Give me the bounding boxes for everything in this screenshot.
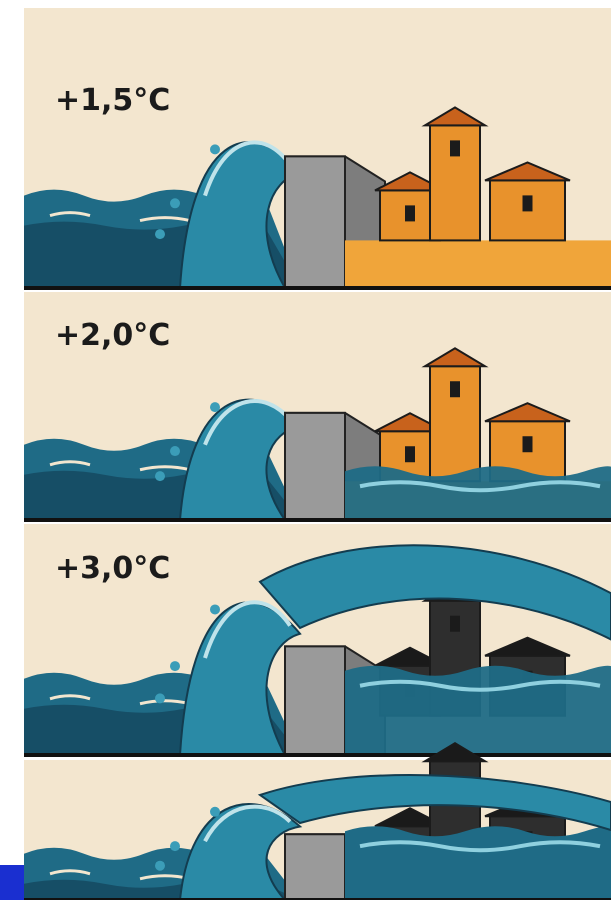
ground	[345, 240, 611, 288]
window	[523, 195, 533, 211]
spray	[155, 861, 165, 871]
wall-face	[285, 156, 345, 288]
spray	[210, 144, 220, 154]
spray	[170, 446, 180, 456]
panel-label: +3,0°C	[55, 551, 170, 586]
window	[405, 446, 415, 462]
panel-label: +1,5°C	[55, 83, 170, 118]
wall-face	[285, 646, 345, 755]
window	[405, 205, 415, 221]
window	[450, 381, 460, 397]
spray	[170, 198, 180, 208]
window	[450, 616, 460, 632]
spray	[210, 402, 220, 412]
flood	[345, 666, 611, 755]
panel-label: +2,0°C	[55, 318, 170, 353]
corner-strip	[0, 865, 24, 900]
window	[450, 140, 460, 156]
panel	[24, 743, 611, 900]
wall-face	[285, 834, 345, 900]
spray	[155, 693, 165, 703]
wall-face	[285, 413, 345, 520]
spray	[170, 841, 180, 851]
illustration: +1,5°C +2,0°C +3,0°C	[0, 0, 611, 900]
flood	[345, 826, 611, 900]
window	[523, 436, 533, 452]
panel	[24, 8, 611, 288]
spray	[210, 604, 220, 614]
spray	[155, 471, 165, 481]
spray	[170, 661, 180, 671]
panels	[24, 8, 611, 900]
spray	[210, 807, 220, 817]
spray	[155, 229, 165, 239]
